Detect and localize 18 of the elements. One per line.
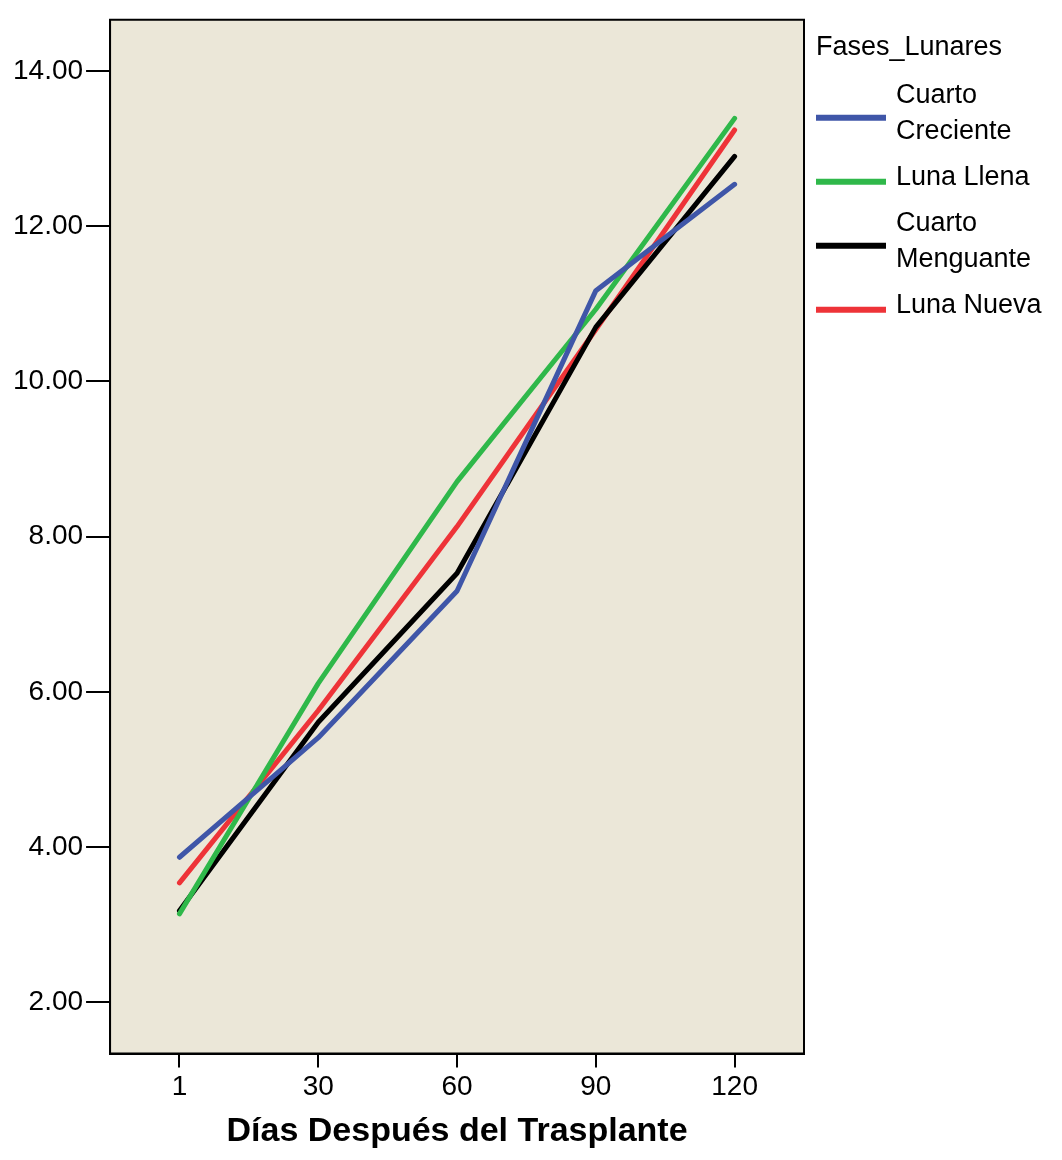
legend-title: Fases_Lunares — [816, 30, 1003, 61]
x-axis-title: Días Después del Trasplante — [226, 1109, 688, 1148]
y-tick-label: 8.00 — [28, 519, 84, 551]
y-tick-label: 14.00 — [12, 53, 84, 85]
legend-label: Cuarto Creciente — [896, 78, 1012, 145]
y-tick-label: 6.00 — [28, 674, 84, 706]
legend-label: Cuarto Menguante — [896, 206, 1032, 273]
legend-label: Luna Llena — [896, 160, 1031, 191]
x-tick-label: 60 — [441, 1070, 473, 1102]
x-tick-label: 120 — [711, 1070, 758, 1102]
y-tick-label: 2.00 — [28, 985, 84, 1017]
y-tick-label: 12.00 — [12, 208, 84, 240]
x-tick-label: 1 — [171, 1070, 188, 1102]
y-tick-label: 10.00 — [12, 364, 84, 396]
x-tick-label: 30 — [302, 1070, 334, 1102]
legend-label: Luna Nueva — [896, 288, 1043, 319]
x-tick-label: 90 — [580, 1070, 612, 1102]
y-tick-label: 4.00 — [28, 829, 84, 861]
